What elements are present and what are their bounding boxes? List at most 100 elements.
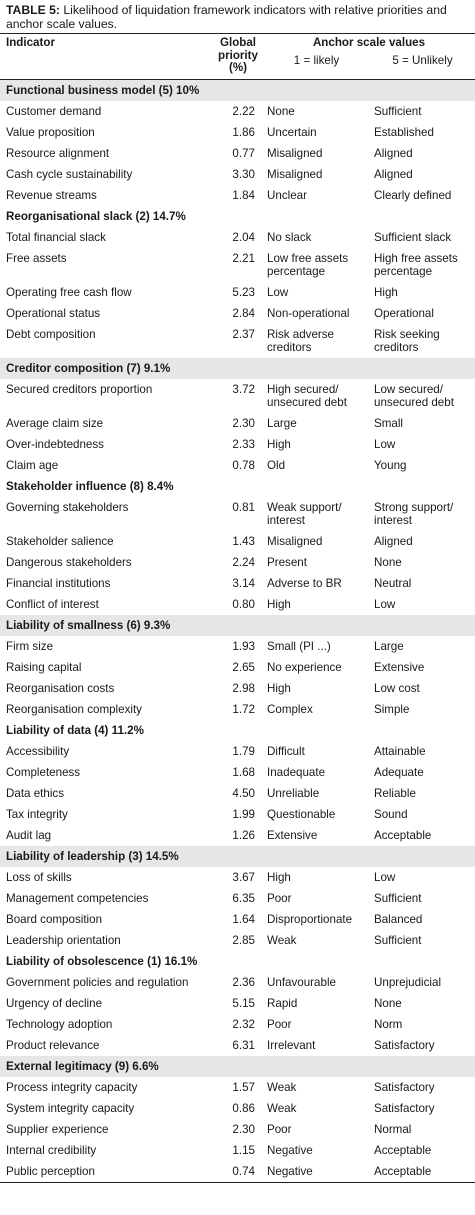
indicator-cell: Customer demand	[6, 104, 102, 118]
table-row: Process integrity capacity 1.57 Weak Satisf…	[0, 1077, 475, 1098]
likely-anchor-cell: Small (PI ...)	[267, 639, 331, 653]
table-row: Management competencies 6.35 Poor Sufficien…	[0, 888, 475, 909]
indicator-cell: Leadership orientation	[6, 933, 121, 947]
unlikely-anchor-cell: Attainable	[374, 744, 426, 758]
unlikely-anchor-cell: Clearly defined	[374, 188, 452, 202]
priority-cell: 1.84	[232, 188, 255, 202]
unlikely-anchor-cell: Strong support/ interest	[374, 500, 454, 527]
priority-cell: 2.32	[232, 1017, 255, 1031]
likely-anchor-cell: Uncertain	[267, 125, 317, 139]
priority-cell: 6.31	[232, 1038, 255, 1052]
unlikely-anchor-cell: Acceptable	[374, 1143, 432, 1157]
priority-cell: 1.68	[232, 765, 255, 779]
table-caption: TABLE 5: Likelihood of liquidation frame…	[0, 0, 475, 33]
likely-anchor-cell: Misaligned	[267, 534, 323, 548]
indicator-cell: Management competencies	[6, 891, 149, 905]
unlikely-anchor-cell: Aligned	[374, 146, 413, 160]
unlikely-anchor-cell: Norm	[374, 1017, 403, 1031]
unlikely-anchor-cell: Sufficient slack	[374, 230, 452, 244]
group-header-row: Reorganisational slack (2) 14.7%	[0, 205, 475, 227]
likely-anchor-cell: Poor	[267, 1122, 292, 1136]
table-row: Debt composition 2.37 Risk adverse credito…	[0, 324, 475, 358]
priority-cell: 2.33	[232, 437, 255, 451]
indicator-cell: System integrity capacity	[6, 1101, 135, 1115]
table-row: Cash cycle sustainability 3.30 Misaligned A…	[0, 164, 475, 185]
priority-cell: 2.30	[232, 1122, 255, 1136]
unlikely-anchor-cell: Low	[374, 437, 396, 451]
priority-cell: 1.57	[232, 1080, 255, 1094]
indicator-cell: Supplier experience	[6, 1122, 109, 1136]
group-title: Liability of smallness (6) 9.3%	[0, 614, 475, 636]
unlikely-anchor-cell: Sound	[374, 807, 408, 821]
unlikely-anchor-cell: Aligned	[374, 167, 413, 181]
priority-cell: 3.14	[232, 576, 255, 590]
table-row: Supplier experience 2.30 Poor Normal	[0, 1119, 475, 1140]
unlikely-anchor-cell: Sufficient	[374, 104, 422, 118]
indicator-cell: Reorganisation complexity	[6, 702, 142, 716]
unlikely-anchor-cell: Aligned	[374, 534, 413, 548]
indicator-cell: Governing stakeholders	[6, 500, 129, 514]
table-row: Leadership orientation 2.85 Weak Sufficient	[0, 930, 475, 951]
priority-cell: 2.21	[232, 251, 255, 265]
caption-text: Likelihood of liquidation framework indi…	[6, 3, 447, 31]
likely-anchor-cell: Poor	[267, 891, 292, 905]
indicator-cell: Revenue streams	[6, 188, 97, 202]
indicator-cell: Operating free cash flow	[6, 285, 132, 299]
likely-anchor-cell: Misaligned	[267, 167, 323, 181]
table-row: Conflict of interest 0.80 High Low	[0, 594, 475, 615]
likely-anchor-cell: Negative	[263, 1160, 370, 1183]
priority-cell: 1.86	[232, 125, 255, 139]
priority-cell: 3.67	[232, 870, 255, 884]
priority-cell: 2.04	[232, 230, 255, 244]
indicator-cell: Firm size	[6, 639, 54, 653]
table-row: Over-indebtedness 2.33 High Low	[0, 434, 475, 455]
priority-cell: 1.93	[232, 639, 255, 653]
likely-anchor-cell: Low free assets percentage	[267, 251, 349, 278]
priority-cell: 4.50	[232, 786, 255, 800]
priority-cell: 1.99	[232, 807, 255, 821]
likely-anchor-cell: Disproportionate	[267, 912, 353, 926]
likely-anchor-cell: High	[267, 597, 291, 611]
priority-cell: 3.72	[232, 382, 255, 396]
unlikely-anchor-cell: Small	[374, 416, 403, 430]
table-row: Tax integrity 1.99 Questionable Sound	[0, 804, 475, 825]
table-row: Governing stakeholders 0.81 Weak support/ …	[0, 497, 475, 531]
indicator-cell: Dangerous stakeholders	[6, 555, 132, 569]
table-row: Internal credibility 1.15 Negative Acceptab…	[0, 1140, 475, 1161]
likely-anchor-cell: Weak	[267, 933, 297, 947]
likely-anchor-cell: Low	[267, 285, 289, 299]
table-row: Firm size 1.93 Small (PI ...) Large	[0, 636, 475, 657]
priority-cell: 6.35	[232, 891, 255, 905]
table-row: Financial institutions 3.14 Adverse to BR N…	[0, 573, 475, 594]
group-header-row: Creditor composition (7) 9.1%	[0, 357, 475, 379]
indicator-cell: Conflict of interest	[6, 597, 99, 611]
unlikely-anchor-cell: Low secured/ unsecured debt	[374, 382, 454, 409]
table-row: Data ethics 4.50 Unreliable Reliable	[0, 783, 475, 804]
priority-cell: 0.86	[232, 1101, 255, 1115]
table-row: System integrity capacity 0.86 Weak Satisfa…	[0, 1098, 475, 1119]
unlikely-anchor-cell: Young	[374, 458, 407, 472]
unlikely-anchor-cell: Satisfactory	[374, 1080, 435, 1094]
unlikely-anchor-cell: Sufficient	[374, 891, 422, 905]
unlikely-anchor-cell: Established	[374, 125, 434, 139]
indicator-cell: Cash cycle sustainability	[6, 167, 133, 181]
table-row: Resource alignment 0.77 Misaligned Aligned	[0, 143, 475, 164]
table-row: Operational status 2.84 Non-operational Ope…	[0, 303, 475, 324]
likely-anchor-cell: No slack	[267, 230, 312, 244]
unlikely-anchor-cell: Adequate	[374, 765, 424, 779]
indicator-cell: Tax integrity	[6, 807, 68, 821]
group-header-row: Functional business model (5) 10%	[0, 79, 475, 101]
priority-cell: 1.64	[232, 912, 255, 926]
priority-cell: 0.81	[232, 500, 255, 514]
indicator-cell: Government policies and regulation	[6, 975, 189, 989]
unlikely-anchor-cell: Satisfactory	[374, 1038, 435, 1052]
indicator-cell: Debt composition	[6, 327, 96, 341]
table-row: Value proposition 1.86 Uncertain Establishe…	[0, 122, 475, 143]
group-header-row: Liability of data (4) 11.2%	[0, 719, 475, 741]
unlikely-anchor-cell: Sufficient	[374, 933, 422, 947]
likely-anchor-cell: Large	[267, 416, 297, 430]
likely-anchor-cell: Poor	[267, 1017, 292, 1031]
table-row: Board composition 1.64 Disproportionate Bal…	[0, 909, 475, 930]
likely-anchor-cell: Weak	[267, 1101, 297, 1115]
unlikely-anchor-cell: Normal	[374, 1122, 412, 1136]
